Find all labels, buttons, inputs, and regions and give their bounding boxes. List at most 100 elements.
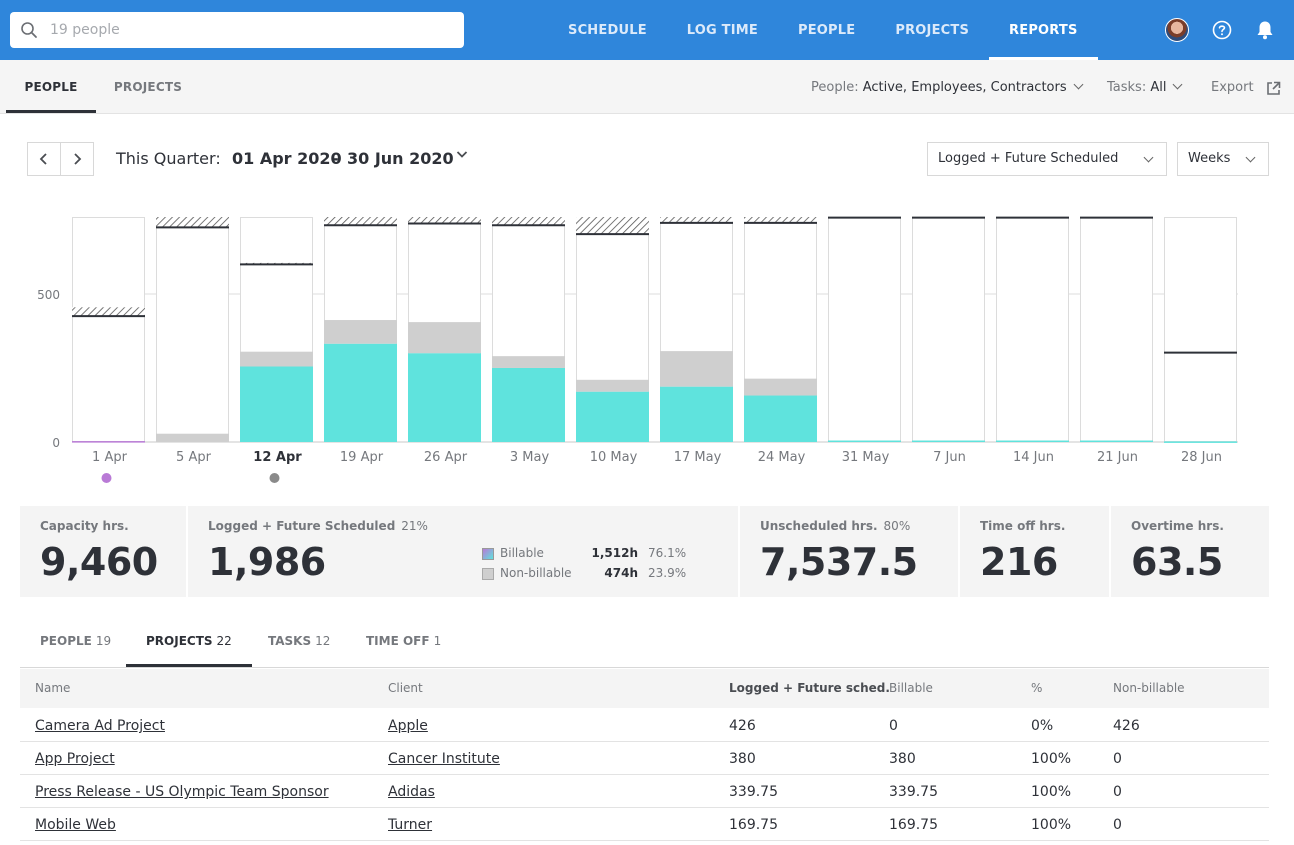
tab-tasks-label: TASKS bbox=[268, 634, 312, 648]
project-name-link[interactable]: App Project bbox=[35, 751, 115, 767]
tab-people[interactable]: PEOPLE 19 bbox=[40, 617, 111, 667]
export-label: Export bbox=[1211, 80, 1254, 95]
nonbillable-bar bbox=[576, 379, 649, 392]
col-billable[interactable]: Billable bbox=[889, 681, 933, 695]
nav-people[interactable]: PEOPLE bbox=[797, 23, 856, 38]
billable-bar bbox=[660, 386, 733, 442]
tasks-filter-value: All bbox=[1150, 80, 1167, 95]
billable-hours: 1,512h bbox=[591, 546, 639, 560]
x-tick-label: 3 May bbox=[510, 450, 550, 465]
col-name[interactable]: Name bbox=[35, 681, 71, 695]
tab-projects-count: 22 bbox=[216, 634, 232, 648]
search-input[interactable] bbox=[50, 19, 450, 41]
client-link[interactable]: Turner bbox=[388, 817, 433, 833]
x-tick-label: 14 Jun bbox=[1013, 450, 1054, 465]
nonbillable-cell: 0 bbox=[1113, 817, 1122, 833]
table-header: Name Client Logged + Future sched. Billa… bbox=[20, 669, 1269, 708]
nav-projects[interactable]: PROJECTS bbox=[895, 23, 970, 38]
tab-projects[interactable]: PROJECTS 22 bbox=[126, 617, 252, 667]
subtab-people[interactable]: PEOPLE bbox=[6, 60, 96, 113]
x-tick-label: 21 Jun bbox=[1097, 450, 1138, 465]
summary-stats: Capacity hrs. 9,460 Logged + Future Sche… bbox=[20, 506, 1269, 597]
x-tick-label: 17 May bbox=[674, 450, 722, 465]
client-link[interactable]: Cancer Institute bbox=[388, 751, 500, 767]
billable-bar bbox=[492, 367, 565, 442]
tab-time-off-label: TIME OFF bbox=[366, 634, 430, 648]
capacity-bar bbox=[912, 217, 985, 442]
logged-cell: 380 bbox=[729, 751, 756, 767]
chevron-left-icon bbox=[39, 153, 47, 165]
capacity-bar bbox=[156, 217, 229, 442]
overtime-label: Overtime hrs. bbox=[1131, 519, 1224, 533]
previous-period-button[interactable] bbox=[27, 142, 61, 176]
bell-icon[interactable] bbox=[1256, 20, 1274, 40]
timeoff-label: Time off hrs. bbox=[980, 519, 1066, 533]
export-button[interactable]: Export bbox=[1211, 80, 1254, 95]
logged-label: Logged + Future Scheduled 21% bbox=[208, 519, 428, 533]
range-dash: - bbox=[332, 149, 339, 168]
logged-pct: 21% bbox=[401, 519, 428, 533]
billable-label: Billable bbox=[500, 546, 544, 560]
nonbillable-bar bbox=[744, 378, 817, 396]
metric-select-value: Logged + Future Scheduled bbox=[938, 151, 1119, 166]
tab-time-off-count: 1 bbox=[433, 634, 442, 648]
percent-cell: 0% bbox=[1031, 718, 1054, 734]
col-nonbillable[interactable]: Non-billable bbox=[1113, 681, 1185, 695]
col-percent[interactable]: % bbox=[1031, 681, 1043, 695]
col-client[interactable]: Client bbox=[388, 681, 423, 695]
billable-bar bbox=[240, 366, 313, 442]
billable-bar bbox=[1164, 441, 1237, 443]
range-dropdown-icon[interactable] bbox=[456, 148, 468, 160]
user-avatar[interactable] bbox=[1165, 18, 1189, 42]
unscheduled-value: 7,537.5 bbox=[760, 540, 918, 584]
nonbillable-bar bbox=[156, 433, 229, 442]
help-icon[interactable] bbox=[1212, 20, 1232, 40]
range-end[interactable]: 30 Jun 2020 bbox=[347, 149, 454, 168]
project-name-link[interactable]: Press Release - US Olympic Team Sponsor bbox=[35, 784, 329, 800]
tab-time-off[interactable]: TIME OFF 1 bbox=[366, 617, 441, 667]
external-link-icon[interactable] bbox=[1266, 81, 1281, 96]
time-off-bar bbox=[744, 217, 817, 223]
project-name-link[interactable]: Camera Ad Project bbox=[35, 718, 165, 734]
nonbillable-legend: Non-billable 474h 23.9% bbox=[482, 566, 702, 582]
chevron-down-icon bbox=[1245, 152, 1256, 163]
time-off-bar bbox=[72, 307, 145, 317]
metric-select[interactable]: Logged + Future Scheduled bbox=[927, 142, 1167, 176]
nonbillable-cell: 0 bbox=[1113, 784, 1122, 800]
hours-chart: 0 500 1 Apr 5 Apr 12 Apr 19 Apr 26 Apr 3 May 10 … bbox=[37, 216, 1238, 483]
main-nav: SCHEDULE LOG TIME PEOPLE PROJECTS REPORT… bbox=[548, 0, 1098, 60]
divider bbox=[958, 506, 960, 597]
next-period-button[interactable] bbox=[60, 142, 94, 176]
nonbillable-hours: 474h bbox=[604, 566, 638, 580]
chevron-down-icon bbox=[1073, 79, 1084, 90]
nonbillable-bar bbox=[408, 322, 481, 354]
nav-schedule[interactable]: SCHEDULE bbox=[568, 23, 647, 38]
billable-bar bbox=[1080, 440, 1153, 443]
chevron-down-icon bbox=[1143, 152, 1154, 163]
overtime-value: 63.5 bbox=[1131, 540, 1223, 584]
chevron-right-icon bbox=[74, 153, 82, 165]
project-name-link[interactable]: Mobile Web bbox=[35, 817, 116, 833]
col-logged[interactable]: Logged + Future sched. bbox=[729, 681, 890, 695]
search-icon bbox=[21, 22, 37, 38]
timeoff-value: 216 bbox=[980, 540, 1058, 584]
tab-tasks[interactable]: TASKS 12 bbox=[268, 617, 330, 667]
people-filter[interactable]: People: Active, Employees, Contractors bbox=[811, 79, 1084, 95]
table-row: App Project Cancer Institute 380 380 100… bbox=[20, 742, 1269, 775]
unit-select[interactable]: Weeks bbox=[1177, 142, 1269, 176]
time-off-bar bbox=[576, 217, 649, 235]
client-link[interactable]: Adidas bbox=[388, 784, 435, 800]
tasks-filter[interactable]: Tasks: All bbox=[1107, 79, 1183, 95]
x-tick-label: 10 May bbox=[590, 450, 638, 465]
logged-value: 1,986 bbox=[208, 540, 326, 584]
capacity-bar bbox=[996, 217, 1069, 442]
nav-log-time[interactable]: LOG TIME bbox=[686, 23, 758, 38]
divider bbox=[186, 506, 188, 597]
nav-reports[interactable]: REPORTS bbox=[989, 0, 1098, 60]
subtab-projects[interactable]: PROJECTS bbox=[113, 80, 183, 94]
client-link[interactable]: Apple bbox=[388, 718, 428, 734]
billable-cell: 169.75 bbox=[889, 817, 938, 833]
range-start[interactable]: 01 Apr 2020 bbox=[232, 149, 342, 168]
x-tick-label: 28 Jun bbox=[1181, 450, 1222, 465]
search-box[interactable] bbox=[10, 12, 464, 48]
